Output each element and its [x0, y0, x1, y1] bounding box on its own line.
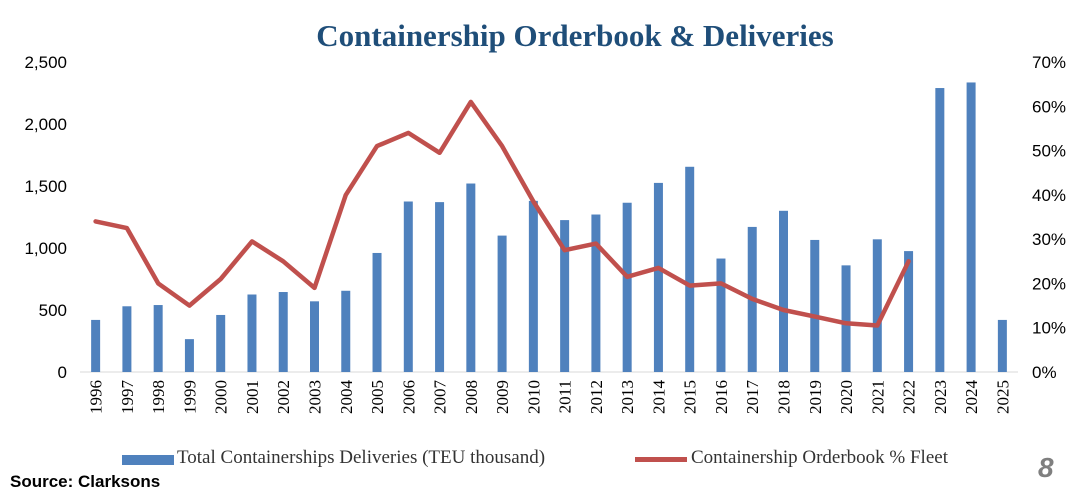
x-tick-label: 2013	[618, 380, 637, 414]
bar	[904, 251, 914, 372]
bar	[310, 301, 319, 372]
bar	[466, 183, 476, 372]
x-tick-label: 2015	[681, 380, 700, 414]
bar	[841, 265, 851, 372]
bar	[497, 235, 507, 372]
legend-bar-swatch	[122, 455, 174, 465]
orderbook-line-path	[93, 99, 911, 328]
deliveries-bars	[91, 82, 1007, 373]
bar	[997, 319, 1007, 372]
x-tick-label: 2000	[212, 380, 231, 414]
x-tick-label: 2014	[649, 380, 668, 415]
legend-line-swatch	[635, 457, 687, 462]
bar	[716, 258, 726, 372]
bar	[935, 88, 945, 372]
legend-line-label: Containership Orderbook % Fleet	[691, 447, 948, 468]
y-left-tick-label: 2,000	[24, 115, 67, 134]
bar	[779, 210, 788, 372]
bar	[91, 319, 101, 372]
bar	[653, 182, 663, 372]
x-tick-label: 2021	[868, 380, 887, 414]
y-right-tick-label: 50%	[1032, 142, 1066, 161]
x-tick-label: 2005	[368, 380, 387, 414]
y-right-tick-label: 10%	[1032, 319, 1066, 338]
x-tick-label: 2019	[806, 380, 825, 414]
bar	[810, 239, 820, 372]
y-right-tick-label: 40%	[1032, 186, 1066, 205]
x-tick-label: 2025	[993, 380, 1012, 414]
x-tick-label: 2004	[337, 380, 356, 415]
x-tick-label: 2001	[243, 380, 262, 414]
bar	[591, 214, 601, 372]
x-tick-label: 2022	[900, 380, 919, 414]
x-axis: 1996 1997 1998 1999 2000 2001 2002 2003 2004 2005…	[80, 371, 1018, 415]
bar	[122, 306, 132, 372]
x-tick-label: 2003	[306, 380, 325, 414]
bar	[403, 201, 413, 372]
x-tick-label: 1997	[118, 380, 137, 415]
bar	[216, 314, 226, 372]
x-tick-label: 2018	[775, 380, 794, 414]
x-tick-label: 2008	[462, 380, 481, 414]
x-tick-label: 2023	[931, 380, 950, 414]
x-tick-label: 2024	[962, 380, 981, 415]
x-tick-label: 2009	[493, 380, 512, 414]
y-right-tick-label: 20%	[1032, 274, 1066, 293]
bar	[247, 294, 257, 372]
x-tick-label: 2016	[712, 380, 731, 414]
bar	[372, 252, 382, 372]
bar	[685, 166, 695, 372]
left-axis: 0 500 1,000 1,500 2,000 2,500	[24, 53, 67, 382]
bar	[153, 305, 163, 372]
bar	[528, 200, 538, 372]
legend-bars-label: Total Containerships Deliveries (TEU tho…	[177, 447, 546, 468]
y-right-tick-label: 30%	[1032, 230, 1066, 249]
x-tick-label: 2012	[587, 380, 606, 414]
bar	[966, 82, 976, 373]
right-axis: 0% 10% 20% 30% 40% 50% 60% 70%	[1032, 53, 1066, 382]
bar	[872, 239, 882, 372]
x-tick-label: 2002	[274, 380, 293, 414]
y-left-tick-label: 500	[39, 301, 67, 320]
x-tick-label: 2010	[524, 380, 543, 414]
y-right-tick-label: 60%	[1032, 97, 1066, 116]
x-tick-label: 2007	[431, 380, 450, 415]
bar	[622, 202, 632, 372]
bar	[560, 220, 570, 372]
bar	[278, 292, 288, 372]
x-tick-label: 2006	[399, 380, 418, 414]
y-left-tick-label: 1,000	[24, 239, 67, 258]
bar	[341, 290, 351, 372]
y-right-tick-label: 0%	[1032, 363, 1057, 382]
source-note: Source: Clarksons	[10, 472, 161, 491]
page-number: 8	[1038, 452, 1054, 483]
x-tick-label: 2020	[837, 380, 856, 414]
chart-title: Containership Orderbook & Deliveries	[316, 18, 834, 53]
bar	[435, 202, 445, 372]
x-tick-label: 2017	[743, 380, 762, 415]
x-tick-label: 1998	[149, 380, 168, 414]
x-tick-label: 2011	[556, 380, 575, 413]
y-left-tick-label: 2,500	[24, 53, 67, 72]
orderbook-line	[93, 99, 911, 328]
y-left-tick-label: 0	[58, 363, 67, 382]
bar	[184, 339, 194, 372]
x-tick-label: 1999	[180, 380, 199, 414]
y-left-tick-label: 1,500	[24, 177, 67, 196]
x-tick-label: 1996	[87, 380, 106, 414]
y-right-tick-label: 70%	[1032, 53, 1066, 72]
